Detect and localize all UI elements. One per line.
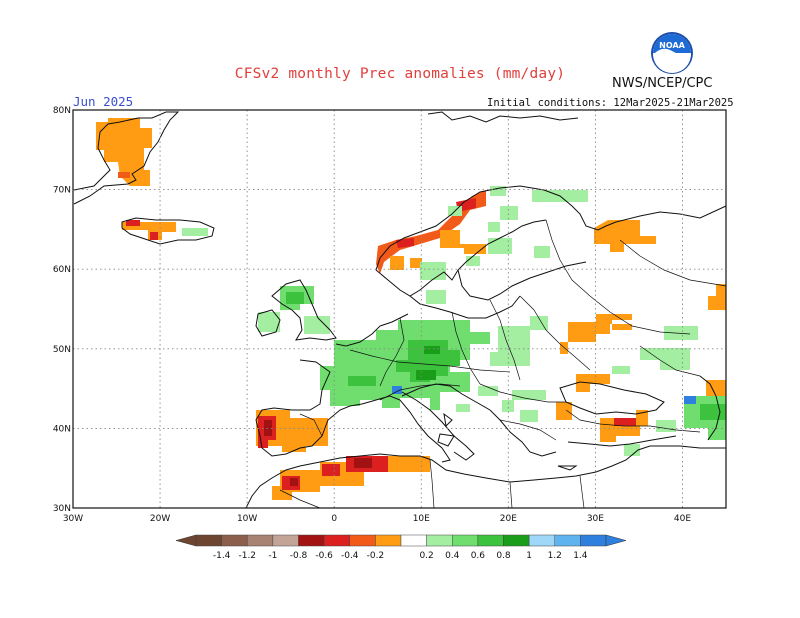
legend-tick-label: -1.4	[213, 551, 231, 561]
legend-swatch	[375, 534, 402, 547]
forecast-month: Jun 2025	[73, 94, 134, 109]
legend-swatch	[247, 534, 274, 547]
legend-swatch	[195, 534, 222, 547]
map-frame	[72, 109, 727, 509]
coastlines	[73, 111, 727, 509]
lon-tick-label: 40E	[674, 514, 691, 524]
lon-tick-label: 10W	[237, 514, 257, 524]
legend-swatch	[323, 534, 350, 547]
legend-tick-label: -1	[268, 551, 277, 561]
lon-tick-label: 30W	[63, 514, 83, 524]
latitude-labels: 80N 70N 60N 50N 40N 30N	[53, 106, 71, 514]
dry-anomaly-areas	[96, 118, 726, 500]
legend-tick-label: 1.4	[573, 551, 588, 561]
legend-swatch	[298, 534, 325, 547]
legend-swatch	[580, 534, 607, 547]
legend-swatch	[400, 534, 427, 547]
lon-tick-label: 20W	[150, 514, 170, 524]
legend-tick-label: -1.2	[238, 551, 256, 561]
legend-swatch	[554, 534, 581, 547]
legend-tick-label: 0.6	[471, 551, 486, 561]
legend-swatch	[477, 534, 504, 547]
lat-tick-label: 40N	[53, 424, 71, 434]
legend-swatch	[528, 534, 555, 547]
lat-tick-label: 30N	[53, 504, 71, 514]
legend-tick-label: 1.2	[548, 551, 562, 561]
agency-label: NWS/NCEP/CPC	[612, 76, 713, 91]
color-legend: -1.4 -1.2 -1 -0.8 -0.6 -0.4 -0.2 0.2 0.4 0.6 0.8 1 1…	[175, 534, 627, 561]
legend-tick-label: -0.2	[367, 551, 385, 561]
graticule	[73, 110, 726, 508]
lat-tick-label: 70N	[53, 186, 71, 196]
legend-right-arrow	[605, 534, 627, 547]
lon-tick-label: 30E	[587, 514, 604, 524]
legend-tick-label: -0.6	[315, 551, 333, 561]
legend-tick-label: 0.2	[419, 551, 433, 561]
lon-tick-label: 0	[331, 514, 337, 524]
longitude-labels: 30W 20W 10W 0 10E 20E 30E 40E	[63, 514, 692, 524]
legend-tick-label: -0.8	[290, 551, 308, 561]
legend-swatch	[221, 534, 248, 547]
legend-tick-label: 0.8	[496, 551, 511, 561]
lon-tick-label: 20E	[500, 514, 517, 524]
lat-tick-label: 80N	[53, 106, 71, 116]
noaa-logo: NOAA	[651, 32, 693, 74]
legend-swatch	[452, 534, 479, 547]
wet-anomaly-areas	[182, 186, 726, 456]
legend-swatch	[426, 534, 453, 547]
lat-tick-label: 60N	[53, 265, 71, 275]
legend-swatch	[349, 534, 376, 547]
lon-tick-label: 10E	[413, 514, 430, 524]
country-borders	[279, 219, 727, 509]
legend-tick-label: 1	[526, 551, 532, 561]
lat-tick-label: 50N	[53, 345, 71, 355]
legend-swatch	[272, 534, 299, 547]
legend-left-arrow	[175, 534, 197, 547]
legend-tick-label: -0.4	[341, 551, 359, 561]
legend-swatch	[503, 534, 530, 547]
map-title: CFSv2 monthly Prec anomalies (mm/day)	[234, 66, 566, 82]
initial-conditions: Initial conditions: 12Mar2025-21Mar2025	[487, 97, 734, 109]
svg-text:NOAA: NOAA	[659, 41, 685, 50]
legend-tick-label: 0.4	[445, 551, 460, 561]
